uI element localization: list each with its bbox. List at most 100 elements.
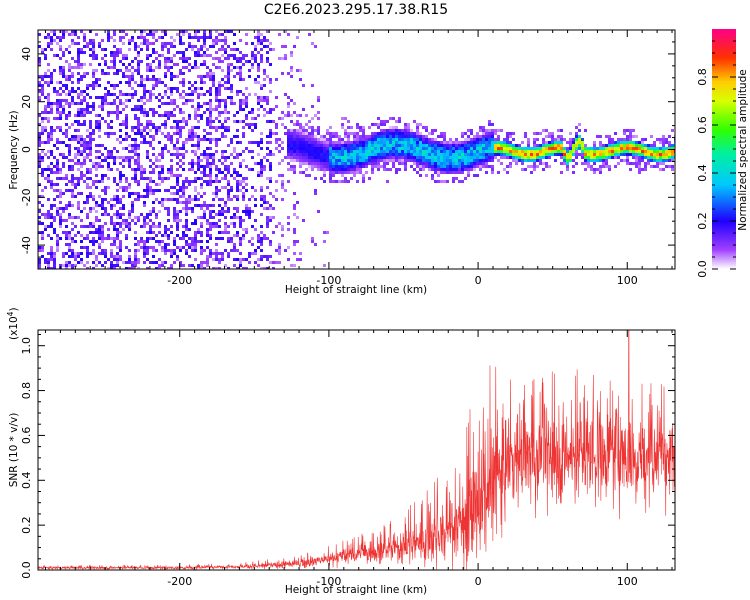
heatmap-cell [65,264,68,267]
heatmap-cell [419,138,422,141]
heatmap-cell [440,180,443,183]
heatmap-cell [233,102,236,105]
heatmap-cell [71,135,74,138]
heatmap-cell [305,150,308,153]
heatmap-cell [617,156,620,159]
heatmap-cell [413,153,416,156]
heatmap-cell [260,57,263,60]
heatmap-cell [56,162,59,165]
heatmap-cell [653,150,656,153]
heatmap-cell [218,126,221,129]
heatmap-cell [605,156,608,159]
heatmap-cell [140,81,143,84]
heatmap-cell [638,144,641,147]
heatmap-cell [197,135,200,138]
heatmap-cell [185,102,188,105]
heatmap-cell [410,135,413,138]
heatmap-cell [383,132,386,135]
heatmap-cell [149,228,152,231]
heatmap-cell [194,258,197,261]
heatmap-cell [65,129,68,132]
heatmap-cell [134,159,137,162]
heatmap-cell [491,147,494,150]
heatmap-cell [50,204,53,207]
heatmap-cell [149,219,152,222]
heatmap-cell [98,114,101,117]
heatmap-cell [221,78,224,81]
heatmap-cell [59,72,62,75]
heatmap-cell [119,129,122,132]
heatmap-cell [611,144,614,147]
heatmap-cell [137,66,140,69]
heatmap-cell [215,222,218,225]
heatmap-cell [266,135,269,138]
heatmap-cell [215,237,218,240]
heatmap-cell [149,141,152,144]
heatmap-cell [257,162,260,165]
heatmap-cell [443,141,446,144]
heatmap-cell [437,144,440,147]
heatmap-cell [323,135,326,138]
heatmap-cell [251,51,254,54]
heatmap-cell [539,132,542,135]
heatmap-cell [473,135,476,138]
heatmap-cell [71,237,74,240]
heatmap-cell [41,150,44,153]
heatmap-cell [503,156,506,159]
heatmap-cell [581,147,584,150]
heatmap-cell [38,60,41,63]
heatmap-cell [116,258,119,261]
heatmap-cell [284,126,287,129]
heatmap-cell [224,225,227,228]
snr-x-ticks: -200 -100 0 100 [44,330,673,588]
heatmap-cell [44,258,47,261]
heatmap-cell [212,39,215,42]
heatmap-cell [152,75,155,78]
heatmap-cell [203,138,206,141]
heatmap-cell [137,195,140,198]
heatmap-cell [38,267,41,269]
heatmap-cell [92,102,95,105]
heatmap-cell [68,33,71,36]
snr-y-scale-suffix: ) [8,307,20,311]
heatmap-cell [335,162,338,165]
heatmap-cell [215,165,218,168]
heatmap-cell [260,255,263,258]
heatmap-cell [575,132,578,135]
heatmap-cell [218,204,221,207]
heatmap-cell [458,180,461,183]
colorbar-tick-label: 0.0 [696,260,709,278]
heatmap-cell [194,51,197,54]
heatmap-cell [176,255,179,258]
heatmap-cell [467,150,470,153]
heatmap-cell [260,240,263,243]
heatmap-cell [179,147,182,150]
heatmap-cell [182,225,185,228]
heatmap-cell [77,192,80,195]
heatmap-cell [665,156,668,159]
heatmap-cell [164,198,167,201]
heatmap-cell [140,171,143,174]
heatmap-cell [296,141,299,144]
heatmap-cell [287,162,290,165]
heatmap-cell [461,147,464,150]
heatmap-cell [113,84,116,87]
heatmap-cell [416,126,419,129]
heatmap-cell [203,54,206,57]
heatmap-cell [200,186,203,189]
heatmap-cell [191,243,194,246]
heatmap-cell [80,111,83,114]
heatmap-cell [461,180,464,183]
heatmap-cell [512,153,515,156]
heatmap-cell [551,138,554,141]
heatmap-cell [125,225,128,228]
heatmap-cell [437,174,440,177]
heatmap-cell [131,210,134,213]
heatmap-cell [239,264,242,267]
heatmap-cell [257,258,260,261]
heatmap-cell [452,180,455,183]
heatmap-cell [569,141,572,144]
heatmap-cell [56,246,59,249]
heatmap-cell [230,87,233,90]
heatmap-cell [95,81,98,84]
